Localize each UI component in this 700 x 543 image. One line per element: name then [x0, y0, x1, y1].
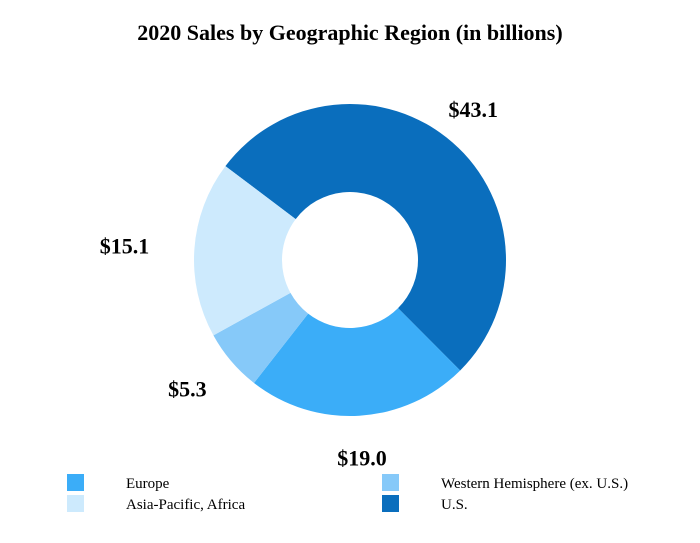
value-label-europe: $19.0 [337, 446, 387, 471]
slice-western-hemisphere-ex-u-s [213, 292, 309, 383]
slice-labels: $43.1 $19.0 $5.3 $15.1 [100, 97, 498, 470]
legend: Europe Western Hemisphere (ex. U.S.) Asia-… [67, 474, 628, 513]
legend-item-u-s: U.S. [382, 495, 468, 513]
value-label-asia-pacific-africa: $15.1 [100, 233, 150, 258]
slice-europe [253, 308, 461, 416]
legend-item-europe: Europe [67, 474, 170, 492]
chart-title: 2020 Sales by Geographic Region (in bill… [137, 20, 562, 45]
legend-label: U.S. [441, 497, 468, 513]
legend-swatch [67, 474, 84, 491]
legend-label: Europe [126, 476, 170, 492]
slice-u-s [225, 104, 507, 371]
legend-swatch [67, 495, 84, 512]
value-label-western-hemisphere-ex-u-s: $5.3 [168, 376, 207, 401]
legend-label: Asia-Pacific, Africa [126, 497, 245, 513]
legend-item-asia-pacific-africa: Asia-Pacific, Africa [67, 495, 245, 513]
legend-swatch [382, 474, 399, 491]
donut-slices [193, 104, 507, 416]
legend-item-western-hemisphere-ex-u-s: Western Hemisphere (ex. U.S.) [382, 474, 628, 492]
slice-asia-pacific-africa [193, 166, 296, 336]
value-label-u-s: $43.1 [449, 97, 499, 122]
legend-label: Western Hemisphere (ex. U.S.) [441, 476, 628, 492]
legend-swatch [382, 495, 399, 512]
